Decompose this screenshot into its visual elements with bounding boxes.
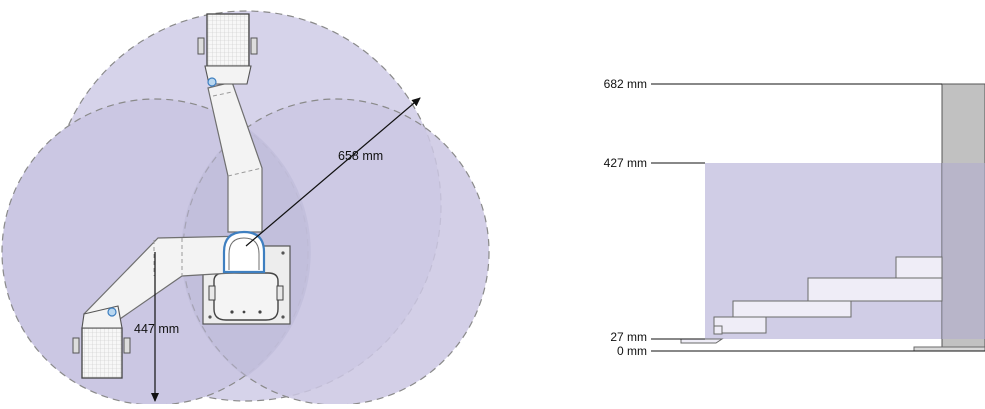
top-end-effector <box>197 13 258 87</box>
level-label-27: 27 mm <box>610 330 647 344</box>
tool-marker-icon <box>107 307 117 317</box>
side-view: 682 mm 427 mm 27 mm 0 mm <box>604 77 985 358</box>
top-view: 658 mm 447 mm <box>1 10 490 406</box>
arm-side-profile <box>680 256 985 352</box>
motor-housing <box>213 272 279 321</box>
reach-658-label: 658 mm <box>338 149 383 163</box>
shoulder-joint <box>222 230 266 274</box>
level-label-427: 427 mm <box>604 156 647 170</box>
tool-marker-icon <box>207 77 217 87</box>
left-end-effector <box>72 305 131 379</box>
reach-658-arrow <box>245 97 421 247</box>
level-label-682: 682 mm <box>604 77 647 91</box>
level-label-0: 0 mm <box>617 344 647 358</box>
reach-447-label: 447 mm <box>134 322 179 336</box>
